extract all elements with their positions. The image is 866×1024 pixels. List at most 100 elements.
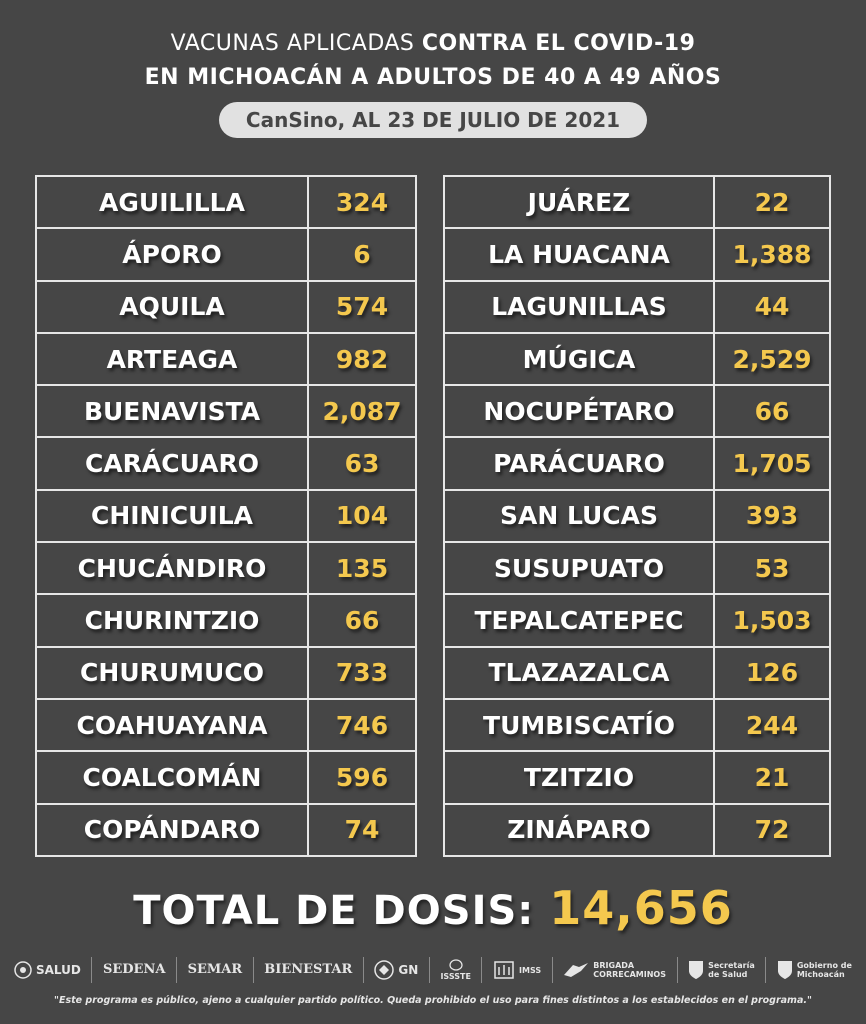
- dose-count: 2,529: [713, 331, 831, 387]
- dose-count: 746: [307, 697, 417, 753]
- municipality-name: AQUILA: [35, 279, 309, 334]
- logo-divider: [481, 957, 483, 983]
- dose-count: 574: [307, 279, 417, 334]
- table-row: CHURINTZIO 66: [35, 593, 417, 648]
- right-municipality-table: JUÁREZ 22 LA HUACANA 1,388 LAGUNILLAS 44 MÚGIC…: [443, 174, 831, 857]
- dose-count: 63: [307, 436, 417, 491]
- municipality-name: CARÁCUARO: [35, 436, 309, 491]
- logo-issste: ISSSTE: [440, 959, 471, 981]
- logo-divider: [176, 957, 177, 983]
- logo-imss: IMSS: [493, 959, 541, 981]
- dose-count: 1,503: [713, 593, 831, 648]
- municipality-name: TLAZAZALCA: [443, 645, 715, 700]
- municipality-name: TUMBISCATÍO: [443, 697, 715, 753]
- dose-count: 982: [307, 331, 417, 387]
- municipality-name: COALCOMÁN: [35, 750, 309, 805]
- logo-bienestar: BIENESTAR: [264, 962, 353, 977]
- dose-count: 733: [307, 645, 417, 700]
- logo-salud: SALUD: [14, 961, 81, 979]
- municipality-name: ARTEAGA: [35, 331, 309, 387]
- table-row: NOCUPÉTARO 66: [443, 384, 831, 439]
- disclaimer: "Este programa es público, ajeno a cualq…: [54, 995, 812, 1006]
- table-row: LAGUNILLAS 44: [443, 279, 831, 334]
- logo-brigada-correcaminos: BRIGADA CORRECAMINOS: [563, 961, 666, 979]
- municipality-name: AGUILILLA: [35, 174, 309, 230]
- municipality-name: CHUCÁNDIRO: [35, 541, 309, 596]
- roadrunner-icon: [564, 963, 589, 977]
- logo-divider: [676, 957, 678, 983]
- table-row: ÁPORO 6: [35, 227, 417, 282]
- total-value: 14,656: [549, 881, 733, 935]
- mexico-eagle-icon: [14, 961, 32, 979]
- municipality-name: CHURINTZIO: [35, 593, 309, 648]
- total-doses: TOTAL DE DOSIS: 14,656: [0, 878, 866, 941]
- municipality-name: PARÁCUARO: [443, 436, 715, 491]
- municipality-name: CHURUMUCO: [35, 645, 309, 700]
- dose-count: 53: [713, 541, 831, 596]
- table-row: TLAZAZALCA 126: [443, 645, 831, 700]
- sponsor-logos: SALUD SEDENA SEMAR BIENESTAR GN ISSSTE I…: [10, 950, 856, 990]
- title-line-1-light: VACUNAS APLICADAS: [170, 31, 422, 56]
- logo-divider: [765, 957, 767, 983]
- table-row: ARTEAGA 982: [35, 331, 417, 387]
- logo-gn: GN: [374, 960, 418, 980]
- table-row: CHINICUILA 104: [35, 488, 417, 544]
- table-row: SAN LUCAS 393: [443, 488, 831, 544]
- logo-secretaria-salud: Secretaría de Salud: [688, 960, 755, 980]
- municipality-name: ÁPORO: [35, 227, 309, 282]
- table-row: JUÁREZ 22: [443, 174, 831, 230]
- municipality-name: CHINICUILA: [35, 488, 309, 544]
- dose-count: 393: [713, 488, 831, 544]
- dose-count: 135: [307, 541, 417, 596]
- table-row: TEPALCATEPEC 1,503: [443, 593, 831, 648]
- dose-count: 66: [713, 384, 831, 439]
- michoacan-shield-icon: [777, 961, 792, 979]
- municipality-name: TZITZIO: [443, 750, 715, 805]
- dose-count: 104: [307, 488, 417, 544]
- table-row: CHUCÁNDIRO 135: [35, 541, 417, 596]
- dose-count: 1,388: [713, 227, 831, 282]
- dose-count: 44: [713, 279, 831, 334]
- table-row: MÚGICA 2,529: [443, 331, 831, 387]
- table-row: PARÁCUARO 1,705: [443, 436, 831, 491]
- municipality-name: COPÁNDARO: [35, 802, 309, 857]
- table-row: AQUILA 574: [35, 279, 417, 334]
- dose-count: 22: [713, 174, 831, 230]
- municipality-name: COAHUAYANA: [35, 697, 309, 753]
- left-municipality-table: AGUILILLA 324 ÁPORO 6 AQUILA 574 ARTEAGA 982 BUE…: [35, 174, 417, 857]
- imss-icon: [494, 961, 514, 979]
- table-row: LA HUACANA 1,388: [443, 227, 831, 282]
- table-row: SUSUPUATO 53: [443, 541, 831, 596]
- municipality-name: LAGUNILLAS: [443, 279, 715, 334]
- dose-count: 74: [307, 802, 417, 857]
- municipality-name: ZINÁPARO: [443, 802, 715, 857]
- dose-count: 2,087: [307, 384, 417, 439]
- dose-count: 72: [713, 802, 831, 857]
- title-line-1-bold: CONTRA EL COVID-19: [421, 31, 696, 56]
- municipality-name: MÚGICA: [443, 331, 715, 387]
- table-row: COAHUAYANA 746: [35, 697, 417, 753]
- table-row: ZINÁPARO 72: [443, 802, 831, 857]
- dose-count: 6: [307, 227, 417, 282]
- logo-divider: [551, 957, 553, 983]
- table-row: TZITZIO 21: [443, 750, 831, 805]
- municipality-name: JUÁREZ: [443, 174, 715, 230]
- table-row: CARÁCUARO 63: [35, 436, 417, 491]
- logo-divider: [252, 957, 254, 983]
- table-row: CHURUMUCO 733: [35, 645, 417, 700]
- subtitle-pill: CanSino, AL 23 DE JULIO DE 2021: [219, 102, 647, 138]
- dose-count: 66: [307, 593, 417, 648]
- table-row: AGUILILLA 324: [35, 174, 417, 230]
- table-row: TUMBISCATÍO 244: [443, 697, 831, 753]
- issste-icon: [449, 959, 463, 971]
- municipality-name: NOCUPÉTARO: [443, 384, 715, 439]
- dose-count: 126: [713, 645, 831, 700]
- municipality-name: TEPALCATEPEC: [443, 593, 715, 648]
- table-row: COPÁNDARO 74: [35, 802, 417, 857]
- logo-divider: [91, 957, 93, 983]
- dose-count: 244: [713, 697, 831, 753]
- dose-count: 1,705: [713, 436, 831, 491]
- municipality-name: SAN LUCAS: [443, 488, 715, 544]
- logo-sedena: SEDENA: [102, 962, 166, 977]
- table-row: BUENAVISTA 2,087: [35, 384, 417, 439]
